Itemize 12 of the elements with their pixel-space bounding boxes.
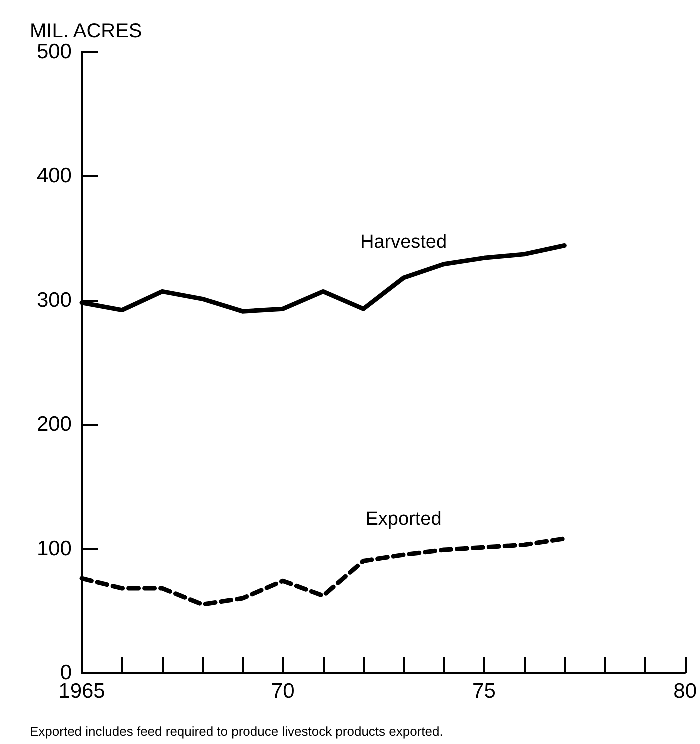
- y-tick-label: 200: [36, 413, 72, 436]
- x-tick-label: 80: [674, 680, 697, 703]
- y-tick-label: 300: [36, 288, 72, 312]
- series-label: Exported: [366, 509, 442, 530]
- series-label: Harvested: [360, 232, 448, 254]
- x-tick-label: 75: [472, 680, 496, 703]
- y-axis-title: MIL. ACRES: [30, 20, 142, 43]
- y-tick-label: 100: [36, 537, 72, 560]
- y-tick-label: 500: [36, 40, 72, 64]
- text: Exported includes feed required to produce livestock products exported.: [30, 724, 444, 739]
- x-tick-label: 70: [271, 680, 295, 703]
- y-tick-label: 400: [36, 164, 72, 188]
